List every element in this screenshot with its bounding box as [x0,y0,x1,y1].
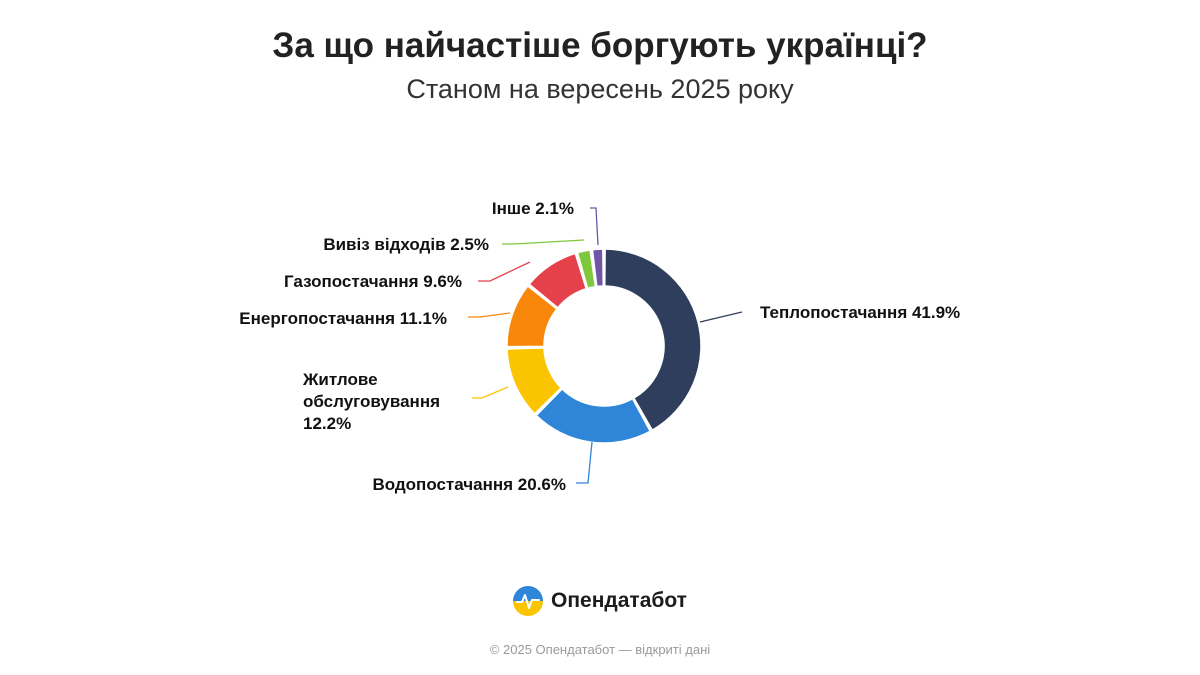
chart-title: За що найчастіше боргують українці? [272,26,928,65]
slice-label: Водопостачання 20.6% [372,475,566,494]
slice-2 [506,347,562,415]
opendatabot-logo-icon [513,586,544,616]
donut-chart: Теплопостачання 41.9% Водопостачання 20.6… [239,199,960,494]
leader-line [502,239,585,245]
slice-labels: Теплопостачання 41.9% Водопостачання 20.6… [239,199,960,494]
footer-copyright: © 2025 Опендатабот — відкриті дані [489,642,711,657]
slice-5 [576,249,597,290]
slice-label: Енергопостачання 11.1% [239,309,447,328]
slice-label-line: обслуговування [303,392,440,411]
leader-lines [468,207,743,484]
slice-label-line: Житлове [302,370,378,389]
slice-label: Інше 2.1% [492,199,574,218]
slice-label: Газопостачання 9.6% [284,272,462,291]
slice-label: Теплопостачання 41.9% [760,303,960,322]
leader-line [590,207,599,246]
chart-subtitle: Станом на вересень 2025 року [406,74,794,104]
leader-line [478,261,531,282]
slice-3 [506,285,558,348]
leader-line [468,312,511,318]
leader-line [699,311,743,323]
brand: Опендатабот [0,586,1200,616]
leader-line [472,386,509,399]
slice-6 [591,248,605,288]
donut-slices [506,248,702,444]
slice-1 [535,388,651,444]
slice-label-line: 12.2% [303,414,351,433]
slice-0 [603,248,702,431]
slice-label: Вивіз відходів 2.5% [323,235,489,254]
leader-line [576,441,593,484]
brand-name: Опендатабот [551,589,687,612]
slice-label: Житлове обслуговування 12.2% [302,370,440,433]
slice-4 [528,252,587,309]
